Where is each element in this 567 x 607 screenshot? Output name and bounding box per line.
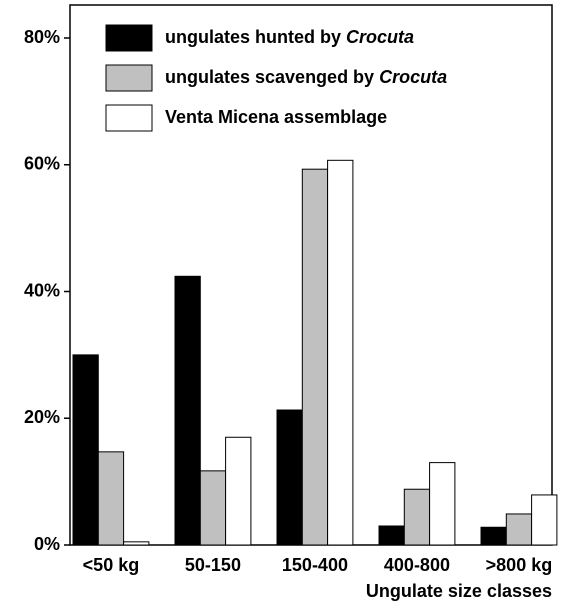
bar bbox=[505, 513, 533, 546]
y-tick-label: 40% bbox=[24, 280, 60, 300]
bar bbox=[123, 541, 150, 546]
y-tick-label: 20% bbox=[24, 407, 60, 427]
x-tick-label: <50 kg bbox=[83, 555, 140, 575]
y-tick-label: 0% bbox=[34, 534, 60, 554]
bar bbox=[199, 470, 227, 546]
bar bbox=[276, 409, 303, 546]
x-axis-label: Ungulate size classes bbox=[366, 581, 552, 601]
legend-label: Venta Micena assemblage bbox=[165, 107, 387, 127]
bar bbox=[301, 168, 329, 546]
x-tick-label: 400-800 bbox=[384, 555, 450, 575]
legend-label: ungulates scavenged by Crocuta bbox=[165, 67, 447, 87]
x-tick-label: 50-150 bbox=[185, 555, 241, 575]
legend-swatch bbox=[105, 104, 153, 132]
legend-swatch bbox=[105, 64, 153, 92]
x-tick-label: >800 kg bbox=[486, 555, 553, 575]
bar bbox=[429, 462, 456, 546]
bar bbox=[327, 159, 354, 546]
y-tick-label: 80% bbox=[24, 27, 60, 47]
bar bbox=[403, 488, 431, 546]
bar bbox=[378, 525, 405, 546]
bar bbox=[225, 436, 252, 546]
x-tick-label: 150-400 bbox=[282, 555, 348, 575]
bar bbox=[531, 494, 558, 546]
legend-label: ungulates hunted by Crocuta bbox=[165, 27, 414, 47]
bar bbox=[97, 451, 125, 546]
y-tick-label: 60% bbox=[24, 154, 60, 174]
legend-swatch bbox=[105, 24, 153, 52]
bar bbox=[480, 526, 507, 546]
bar bbox=[174, 275, 201, 546]
bar bbox=[72, 354, 99, 546]
